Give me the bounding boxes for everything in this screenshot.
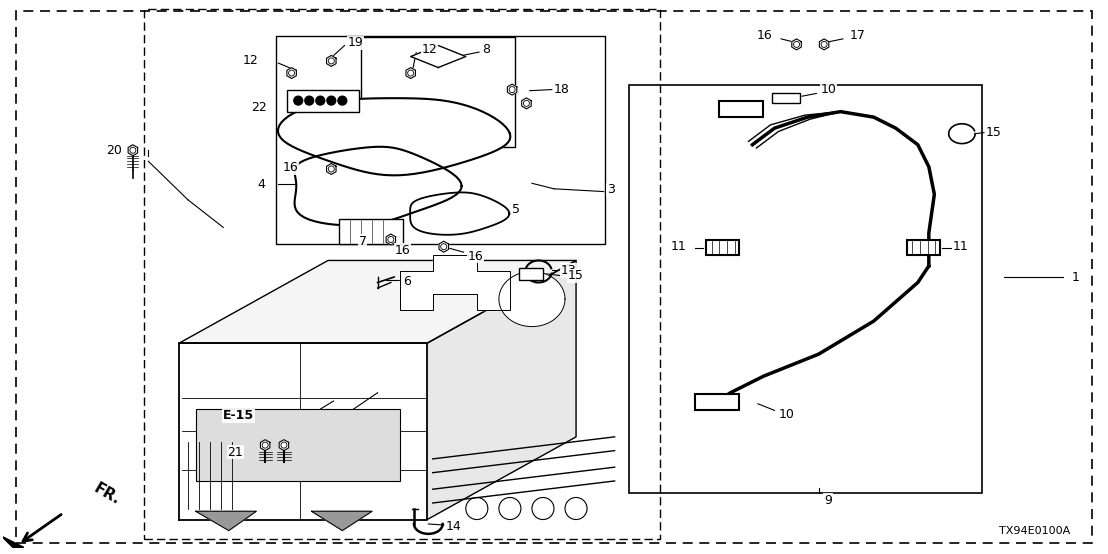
Circle shape bbox=[316, 96, 325, 105]
Bar bbox=[339, 219, 403, 244]
Polygon shape bbox=[410, 192, 510, 235]
Text: 16: 16 bbox=[283, 161, 298, 175]
Text: E-15: E-15 bbox=[223, 409, 254, 422]
Bar bbox=[906, 239, 940, 255]
Polygon shape bbox=[295, 147, 462, 225]
Text: 3: 3 bbox=[607, 183, 615, 197]
Text: 11: 11 bbox=[670, 240, 686, 253]
Polygon shape bbox=[406, 68, 416, 79]
Polygon shape bbox=[428, 260, 576, 520]
Bar bbox=[695, 394, 739, 411]
Circle shape bbox=[305, 96, 314, 105]
Text: 4: 4 bbox=[257, 178, 265, 191]
Text: 12: 12 bbox=[422, 43, 438, 57]
Text: 5: 5 bbox=[512, 203, 520, 216]
Text: 9: 9 bbox=[824, 494, 832, 507]
Bar bbox=[276, 35, 605, 244]
Text: 16: 16 bbox=[757, 29, 772, 42]
Bar bbox=[196, 409, 400, 481]
Text: 15: 15 bbox=[567, 269, 583, 283]
Text: 17: 17 bbox=[850, 29, 865, 42]
Text: FR.: FR. bbox=[91, 480, 123, 507]
Bar bbox=[361, 37, 515, 147]
Text: 20: 20 bbox=[106, 143, 122, 157]
Polygon shape bbox=[439, 241, 449, 252]
Text: 11: 11 bbox=[953, 240, 968, 253]
Polygon shape bbox=[129, 145, 137, 156]
Text: 8: 8 bbox=[482, 43, 491, 57]
Polygon shape bbox=[196, 511, 256, 531]
Polygon shape bbox=[792, 39, 801, 50]
Text: 14: 14 bbox=[445, 520, 462, 533]
Bar bbox=[772, 94, 800, 104]
Polygon shape bbox=[278, 98, 511, 175]
Text: 16: 16 bbox=[468, 249, 484, 263]
Bar bbox=[519, 268, 543, 280]
Bar bbox=[629, 85, 982, 493]
Circle shape bbox=[327, 96, 336, 105]
Text: 22: 22 bbox=[252, 101, 267, 114]
Text: 19: 19 bbox=[348, 36, 363, 49]
Bar bbox=[287, 90, 359, 112]
Polygon shape bbox=[260, 440, 270, 450]
Polygon shape bbox=[522, 98, 531, 109]
Bar bbox=[144, 8, 660, 539]
Polygon shape bbox=[386, 234, 396, 245]
Text: TX94E0100A: TX94E0100A bbox=[998, 526, 1070, 536]
Polygon shape bbox=[311, 511, 372, 531]
Text: 12: 12 bbox=[243, 54, 258, 67]
Bar bbox=[719, 101, 763, 117]
Text: 16: 16 bbox=[394, 244, 411, 257]
Polygon shape bbox=[327, 163, 336, 175]
Text: 15: 15 bbox=[986, 126, 1002, 139]
Bar bbox=[706, 239, 739, 255]
Text: 6: 6 bbox=[403, 275, 411, 288]
Text: 10: 10 bbox=[821, 83, 837, 96]
Text: 13: 13 bbox=[561, 264, 576, 277]
Circle shape bbox=[294, 96, 302, 105]
Polygon shape bbox=[179, 343, 428, 520]
Text: 21: 21 bbox=[227, 446, 243, 459]
Polygon shape bbox=[179, 260, 576, 343]
Polygon shape bbox=[499, 271, 565, 327]
Polygon shape bbox=[819, 39, 829, 50]
Text: 7: 7 bbox=[359, 235, 367, 248]
Polygon shape bbox=[411, 45, 465, 68]
Polygon shape bbox=[400, 255, 510, 310]
Text: 10: 10 bbox=[779, 408, 794, 421]
Polygon shape bbox=[2, 536, 23, 547]
Text: 1: 1 bbox=[1073, 270, 1080, 284]
Circle shape bbox=[338, 96, 347, 105]
Text: 18: 18 bbox=[554, 83, 570, 96]
Polygon shape bbox=[279, 440, 289, 450]
Polygon shape bbox=[327, 55, 336, 66]
Polygon shape bbox=[507, 84, 516, 95]
Polygon shape bbox=[287, 68, 296, 79]
